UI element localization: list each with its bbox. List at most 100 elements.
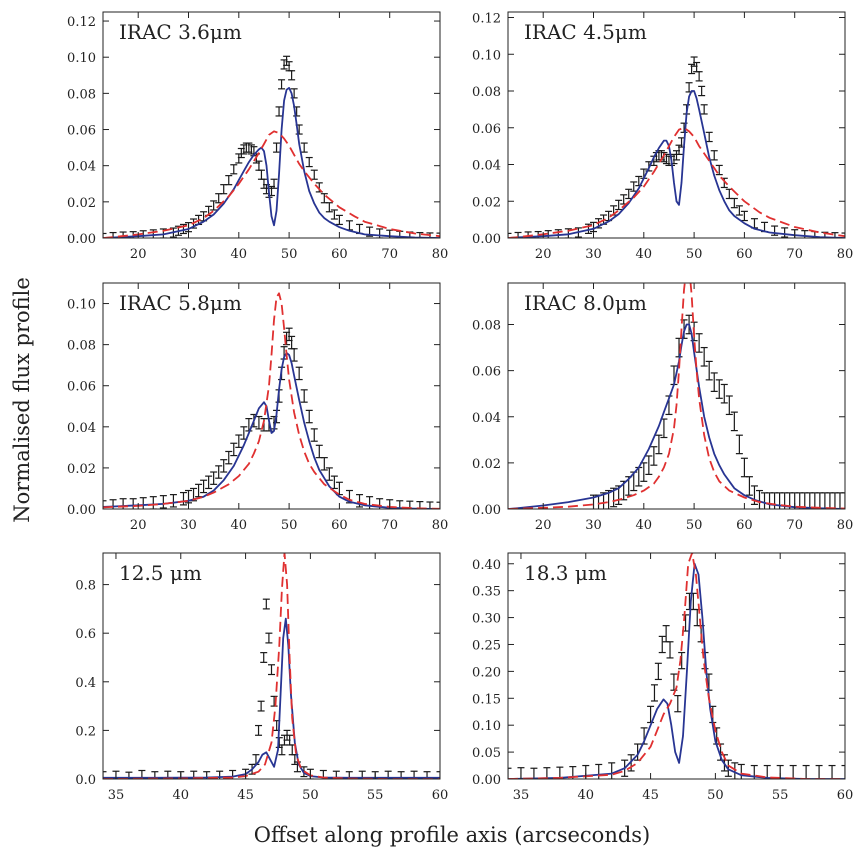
data-point <box>700 104 708 115</box>
x-tick-label: 60 <box>736 247 753 262</box>
data-point <box>705 131 713 143</box>
model-solid-line <box>508 90 845 238</box>
data-point <box>230 164 238 175</box>
y-tick-label: 0.40 <box>472 558 501 573</box>
data-point <box>384 770 392 779</box>
data-point <box>815 764 823 779</box>
data-point <box>288 70 296 81</box>
data-point <box>763 764 771 779</box>
x-tick-label: 50 <box>686 247 703 262</box>
panel-grid: 20 30 40 50 60 70 80 0.00 0.02 0.04 0.06 0.08 0.10 0.… <box>67 11 853 803</box>
data-point <box>376 228 384 238</box>
y-tick-label: 0.00 <box>67 503 96 518</box>
panel-title: 12.5 μm <box>119 561 202 585</box>
y-tick-label: 0.06 <box>472 365 501 380</box>
panel-1: 20 30 40 50 60 70 80 0.00 0.02 0.04 0.06 0.08 0.10 0.… <box>67 11 448 262</box>
plot-frame <box>507 552 846 780</box>
data-point <box>745 476 753 496</box>
data-point <box>730 197 738 209</box>
x-tick-label: 30 <box>585 518 602 533</box>
data-point <box>330 209 338 220</box>
x-tick-label: 40 <box>231 518 248 533</box>
data-point <box>159 495 167 509</box>
data-point <box>190 770 198 779</box>
x-tick-label: 30 <box>585 247 602 262</box>
y-tick-label: 0.08 <box>67 339 96 354</box>
data-point <box>230 442 238 457</box>
data-point <box>705 360 713 381</box>
data-point <box>103 500 107 509</box>
data-point <box>841 232 845 238</box>
model-dashed-line <box>103 553 440 779</box>
plot-area <box>508 553 845 779</box>
y-tick-label: 0.02 <box>67 462 96 477</box>
data-point <box>320 457 328 471</box>
data-point <box>164 770 172 779</box>
x-tick-label: 40 <box>577 788 594 803</box>
data-point <box>750 764 758 779</box>
x-tick-label: 30 <box>180 247 197 262</box>
data-point <box>647 705 655 724</box>
data-point <box>270 178 278 189</box>
panel-3: 20 30 40 50 60 70 80 0.00 0.02 0.04 0.06 0.08 0.10 IR… <box>67 282 448 533</box>
data-point <box>620 194 628 205</box>
data-point <box>695 71 703 82</box>
panel-4: 20 30 40 50 60 70 80 0.00 0.02 0.04 0.06 0.08 IRAC 8… <box>472 282 853 533</box>
panel-title: IRAC 4.5μm <box>524 20 647 44</box>
x-tick-label: 20 <box>130 247 147 262</box>
x-tick-label: 45 <box>642 788 659 803</box>
data-point <box>185 222 193 233</box>
data-point <box>257 169 265 180</box>
x-tick-label: 70 <box>381 518 398 533</box>
plot-frame <box>507 282 846 510</box>
data-point <box>662 625 670 643</box>
data-point <box>235 434 243 448</box>
x-tick-label: 20 <box>130 518 147 533</box>
x-tick-label: 20 <box>535 518 552 533</box>
data-point <box>205 475 213 490</box>
data-point <box>320 193 328 204</box>
data-point <box>397 771 405 779</box>
x-tick-label: 50 <box>302 788 319 803</box>
data-point <box>225 175 233 186</box>
model-solid-line <box>103 351 440 509</box>
y-tick-label: 0.00 <box>67 232 96 247</box>
y-tick-label: 0.02 <box>472 195 501 210</box>
x-tick-label: 40 <box>636 518 653 533</box>
data-point <box>305 156 313 168</box>
data-point <box>841 492 845 509</box>
data-point <box>730 411 738 432</box>
data-point <box>608 762 616 779</box>
data-point <box>169 494 177 508</box>
x-tick-label: 35 <box>108 788 125 803</box>
model-solid-line <box>508 323 845 509</box>
data-point <box>650 684 658 702</box>
data-point <box>740 457 748 478</box>
data-point <box>275 106 283 117</box>
data-point <box>310 428 318 442</box>
y-tick-label: 0.00 <box>472 773 501 788</box>
data-point <box>335 214 343 226</box>
plot-area <box>103 292 440 509</box>
panel-5: 35 40 45 50 55 60 0.0 0.2 0.4 0.6 0.8 12.5 μm <box>75 552 448 803</box>
y-tick-label: 0.4 <box>75 676 96 691</box>
data-point <box>366 496 374 509</box>
data-point <box>436 771 440 779</box>
data-point <box>654 662 662 681</box>
x-tick-label: 45 <box>237 788 254 803</box>
data-point <box>715 164 723 176</box>
x-tick-label: 20 <box>535 247 552 262</box>
data-point <box>789 764 797 779</box>
data-point <box>615 199 623 211</box>
y-tick-label: 0.08 <box>472 85 501 100</box>
data-point <box>590 221 598 233</box>
data-point <box>678 651 686 670</box>
x-tick-label: 40 <box>231 247 248 262</box>
y-tick-label: 0.10 <box>67 51 96 66</box>
data-point <box>666 641 674 659</box>
data-point <box>305 409 313 424</box>
data-point <box>735 205 743 216</box>
panel-2: 20 30 40 50 60 70 80 0.00 0.02 0.04 0.06 0.08 0.10 0.… <box>472 11 853 262</box>
x-tick-label: 40 <box>172 788 189 803</box>
data-point <box>396 500 404 509</box>
